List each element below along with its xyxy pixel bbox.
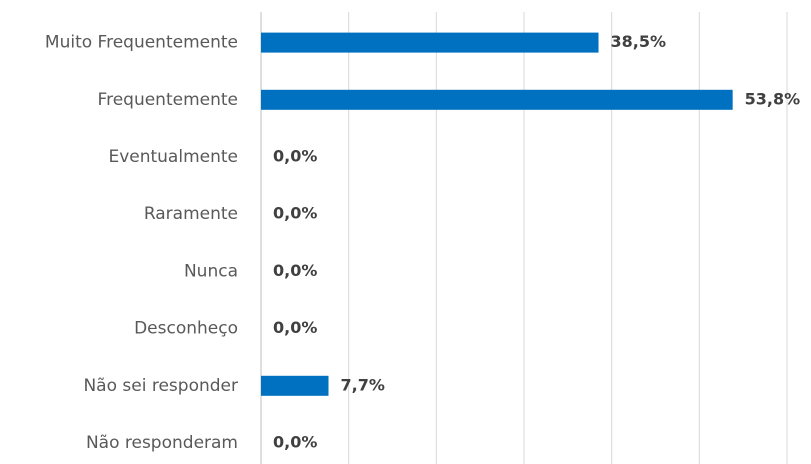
category-label: Raramente: [144, 204, 238, 224]
value-label: 0,0%: [273, 261, 317, 280]
bar: [261, 32, 599, 53]
category-label: Não responderam: [86, 433, 238, 453]
category-label: Desconheço: [134, 319, 238, 339]
category-label: Muito Frequentemente: [45, 33, 238, 53]
value-label: 0,0%: [273, 147, 317, 166]
value-label: 7,7%: [341, 375, 385, 394]
value-label: 0,0%: [273, 204, 317, 223]
value-label: 0,0%: [273, 433, 317, 452]
category-label: Eventualmente: [108, 147, 238, 167]
bar: [261, 375, 329, 396]
value-label: 53,8%: [745, 89, 801, 108]
category-label: Nunca: [184, 261, 238, 281]
value-label: 0,0%: [273, 318, 317, 337]
category-label: Frequentemente: [98, 90, 238, 110]
value-label: 38,5%: [611, 32, 667, 51]
category-label: Não sei responder: [83, 376, 238, 396]
bar: [261, 89, 733, 110]
